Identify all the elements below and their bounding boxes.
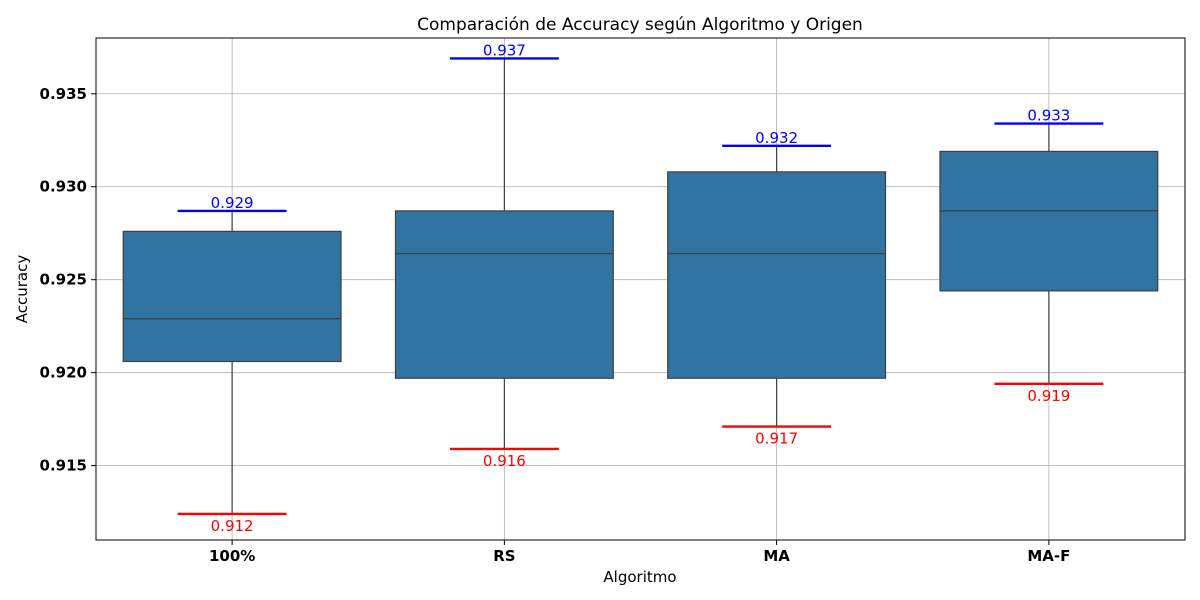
box-group: 0.933 0.919 [939, 107, 1159, 405]
y-axis-label: Accuracy [13, 255, 31, 324]
max-label: 0.929 [211, 194, 254, 212]
box-group: 0.929 0.912 [122, 194, 342, 535]
max-label: 0.933 [1027, 107, 1070, 125]
boxes: 0.929 0.912 0.937 0.916 0.932 0.917 0.933 0.919 [122, 41, 1159, 535]
box-group: 0.932 0.917 [667, 129, 887, 448]
box [394, 210, 614, 379]
y-tick-label: 0.920 [40, 364, 87, 382]
box [939, 150, 1159, 292]
min-label: 0.912 [211, 517, 254, 535]
axes: 0.915 0.920 0.925 0.930 0.935 100% RS MA MA-F [40, 37, 1186, 565]
min-label: 0.916 [483, 452, 526, 470]
x-tick-label: RS [493, 547, 515, 565]
max-label: 0.932 [755, 129, 798, 147]
y-tick-label: 0.925 [40, 271, 87, 289]
x-tick-label: MA-F [1027, 547, 1070, 565]
y-tick-label: 0.930 [40, 178, 87, 196]
x-tick-label: MA [763, 547, 790, 565]
max-label: 0.937 [483, 41, 526, 59]
box [122, 230, 342, 363]
y-tick-label: 0.935 [40, 85, 87, 103]
box [667, 171, 887, 379]
chart-title: Comparación de Accuracy según Algoritmo … [417, 15, 863, 35]
plot-frame [95, 37, 1186, 541]
min-label: 0.917 [755, 430, 798, 448]
box-group: 0.937 0.916 [394, 41, 614, 470]
x-tick-label: 100% [209, 547, 255, 565]
min-label: 0.919 [1027, 387, 1070, 405]
y-tick-label: 0.915 [40, 457, 87, 475]
x-axis-label: Algoritmo [603, 568, 676, 586]
